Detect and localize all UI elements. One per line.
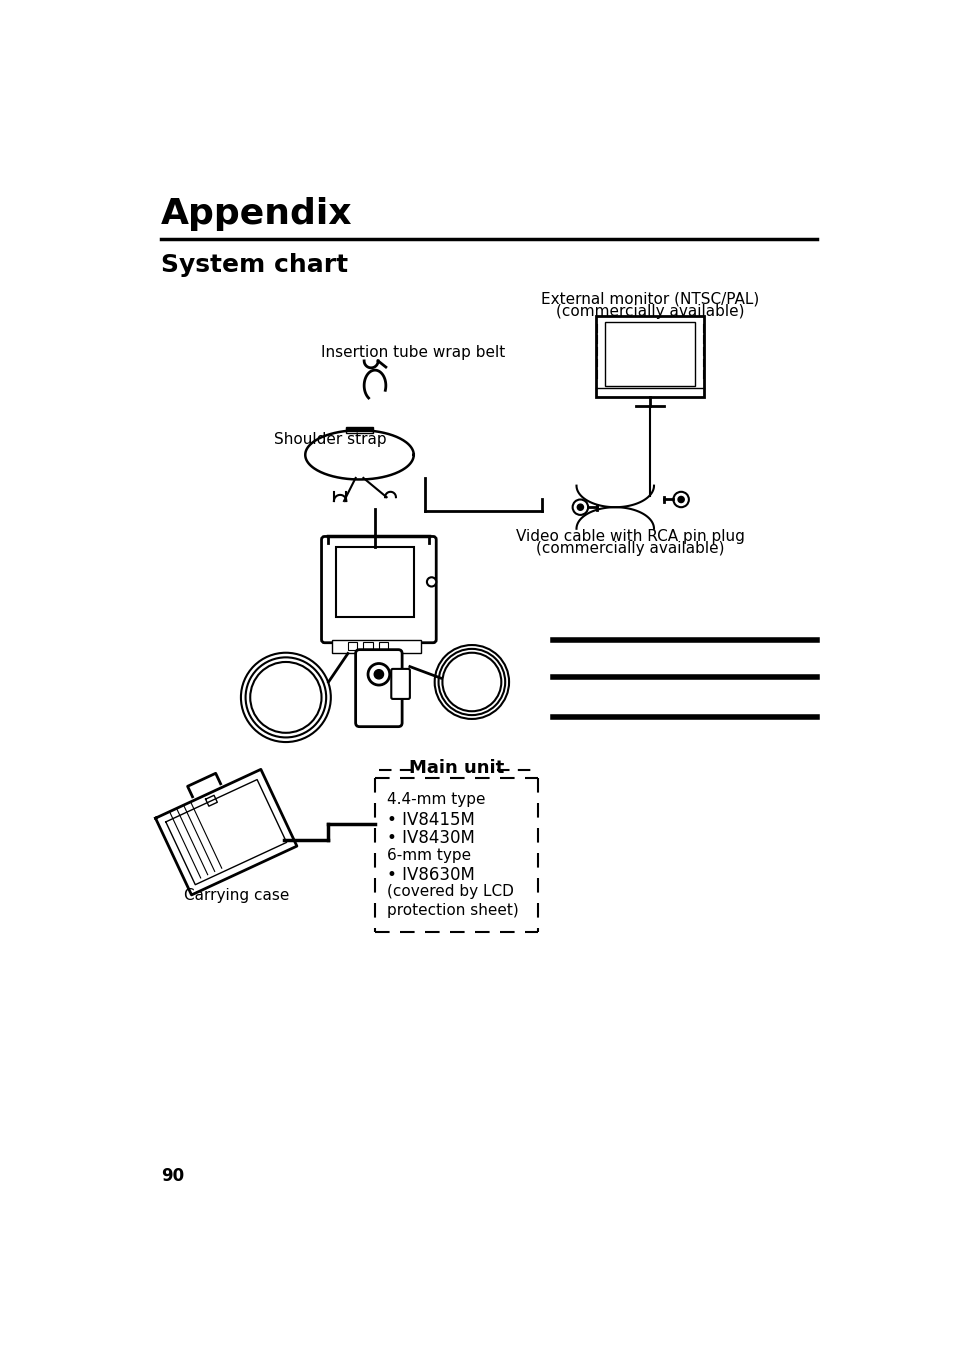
Bar xyxy=(604,322,695,387)
FancyBboxPatch shape xyxy=(321,537,436,642)
Circle shape xyxy=(572,499,587,515)
Bar xyxy=(332,639,421,653)
Text: 4.4-mm type: 4.4-mm type xyxy=(386,792,485,807)
Bar xyxy=(378,642,388,650)
Circle shape xyxy=(374,669,383,679)
Circle shape xyxy=(678,496,683,503)
Text: Insertion tube wrap belt: Insertion tube wrap belt xyxy=(320,346,504,361)
Circle shape xyxy=(368,664,390,685)
Circle shape xyxy=(577,504,583,510)
Bar xyxy=(335,548,414,617)
Text: (commercially available): (commercially available) xyxy=(556,304,743,319)
Bar xyxy=(345,427,373,433)
Text: Main unit: Main unit xyxy=(408,758,503,776)
Text: Video cable with RCA pin plug: Video cable with RCA pin plug xyxy=(516,529,744,544)
Text: • IV8430M: • IV8430M xyxy=(386,829,474,848)
Text: protection sheet): protection sheet) xyxy=(386,903,517,918)
FancyBboxPatch shape xyxy=(355,650,402,726)
Bar xyxy=(363,642,373,650)
Text: Appendix: Appendix xyxy=(161,197,353,231)
Text: Shoulder strap: Shoulder strap xyxy=(274,431,387,446)
Circle shape xyxy=(673,492,688,507)
Text: 90: 90 xyxy=(161,1167,184,1186)
Text: 6-mm type: 6-mm type xyxy=(386,848,470,863)
Circle shape xyxy=(427,577,436,587)
Text: • IV8415M: • IV8415M xyxy=(386,811,474,829)
Text: System chart: System chart xyxy=(161,253,348,277)
FancyBboxPatch shape xyxy=(391,669,410,699)
Text: (commercially available): (commercially available) xyxy=(536,541,724,556)
Bar xyxy=(348,642,356,650)
Bar xyxy=(596,316,703,397)
Text: External monitor (NTSC/PAL): External monitor (NTSC/PAL) xyxy=(540,292,759,307)
Text: Carrying case: Carrying case xyxy=(183,887,289,903)
Text: • IV8630M: • IV8630M xyxy=(386,867,474,884)
Text: (covered by LCD: (covered by LCD xyxy=(386,884,513,899)
